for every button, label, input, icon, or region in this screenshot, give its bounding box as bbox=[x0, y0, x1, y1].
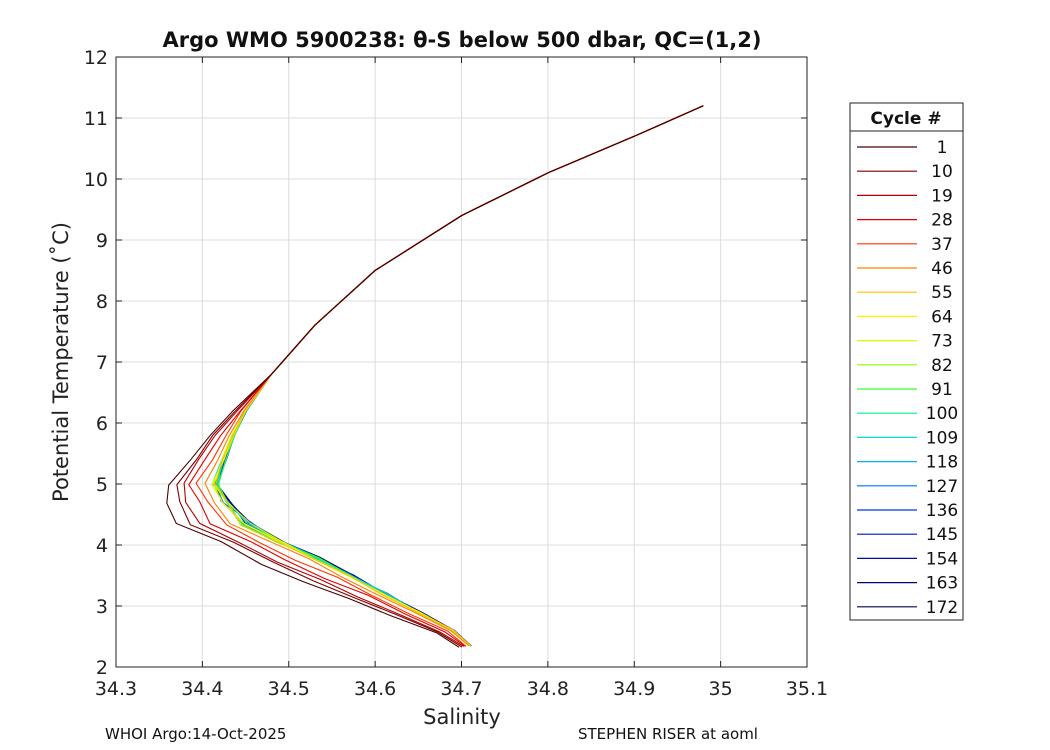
legend-entry-label: 37 bbox=[931, 235, 953, 255]
legend-entry-label: 145 bbox=[926, 525, 958, 545]
legend-entry-label: 172 bbox=[926, 598, 958, 618]
x-axis-ticks: 34.3 34.4 34.5 34.6 34.7 34.8 34.9 35 35.1 bbox=[95, 57, 828, 700]
legend-entry-label: 64 bbox=[931, 307, 953, 327]
x-tick-label: 34.3 bbox=[95, 678, 137, 700]
legend: Cycle # 1 10 19 28 37 46 55 64 73 82 91 100 109 118 12… bbox=[849, 102, 964, 621]
legend-title: Cycle # bbox=[870, 109, 941, 129]
footer-right: STEPHEN RISER at aoml bbox=[578, 725, 758, 743]
legend-entry-label: 1 bbox=[937, 138, 948, 158]
legend-entry-label: 136 bbox=[926, 501, 958, 521]
y-tick-label: 5 bbox=[96, 474, 108, 496]
y-axis-ticks: 2 3 4 5 6 7 8 9 10 11 12 bbox=[84, 47, 807, 679]
footer-left: WHOI Argo:14-Oct-2025 bbox=[105, 725, 287, 743]
y-tick-label: 12 bbox=[84, 47, 108, 69]
y-axis-label: Potential Temperature (˚C) bbox=[49, 222, 73, 502]
profile-line-cycle-1 bbox=[166, 105, 704, 648]
y-tick-label: 9 bbox=[96, 230, 108, 252]
y-tick-label: 10 bbox=[84, 169, 108, 191]
y-tick-label: 2 bbox=[96, 657, 108, 679]
y-tick-label: 4 bbox=[96, 535, 108, 557]
legend-entry-label: 19 bbox=[931, 186, 953, 206]
profile-curves bbox=[166, 105, 704, 648]
y-tick-label: 6 bbox=[96, 413, 108, 435]
legend-entry-label: 55 bbox=[931, 283, 953, 303]
x-axis-label: Salinity bbox=[423, 705, 501, 729]
x-tick-label: 35.1 bbox=[786, 678, 828, 700]
x-tick-label: 35 bbox=[709, 678, 733, 700]
legend-entry-label: 109 bbox=[926, 428, 958, 448]
legend-entry-label: 73 bbox=[931, 332, 953, 352]
legend-entry-label: 100 bbox=[926, 404, 958, 424]
legend-entry-label: 127 bbox=[926, 477, 958, 497]
x-tick-label: 34.5 bbox=[268, 678, 310, 700]
x-tick-label: 34.6 bbox=[354, 678, 396, 700]
chart-title: Argo WMO 5900238: θ-S below 500 dbar, QC… bbox=[163, 28, 762, 52]
y-tick-label: 3 bbox=[96, 596, 108, 618]
legend-entry-label: 10 bbox=[931, 162, 953, 182]
x-tick-label: 34.9 bbox=[613, 678, 655, 700]
legend-entry-label: 118 bbox=[926, 453, 958, 473]
x-tick-label: 34.4 bbox=[181, 678, 223, 700]
x-tick-label: 34.7 bbox=[440, 678, 482, 700]
legend-entry-label: 46 bbox=[931, 259, 953, 279]
legend-entry-label: 28 bbox=[931, 211, 953, 231]
legend-entries: 1 10 19 28 37 46 55 64 73 82 91 100 109 118 127 136 145 1… bbox=[857, 138, 958, 618]
legend-entry-label: 91 bbox=[931, 380, 953, 400]
y-tick-label: 7 bbox=[96, 352, 108, 374]
y-tick-label: 8 bbox=[96, 291, 108, 313]
legend-entry-label: 154 bbox=[926, 549, 958, 569]
x-tick-label: 34.8 bbox=[527, 678, 569, 700]
y-tick-label: 11 bbox=[84, 108, 108, 130]
legend-entry-label: 163 bbox=[926, 574, 958, 594]
legend-entry-label: 82 bbox=[931, 356, 953, 376]
